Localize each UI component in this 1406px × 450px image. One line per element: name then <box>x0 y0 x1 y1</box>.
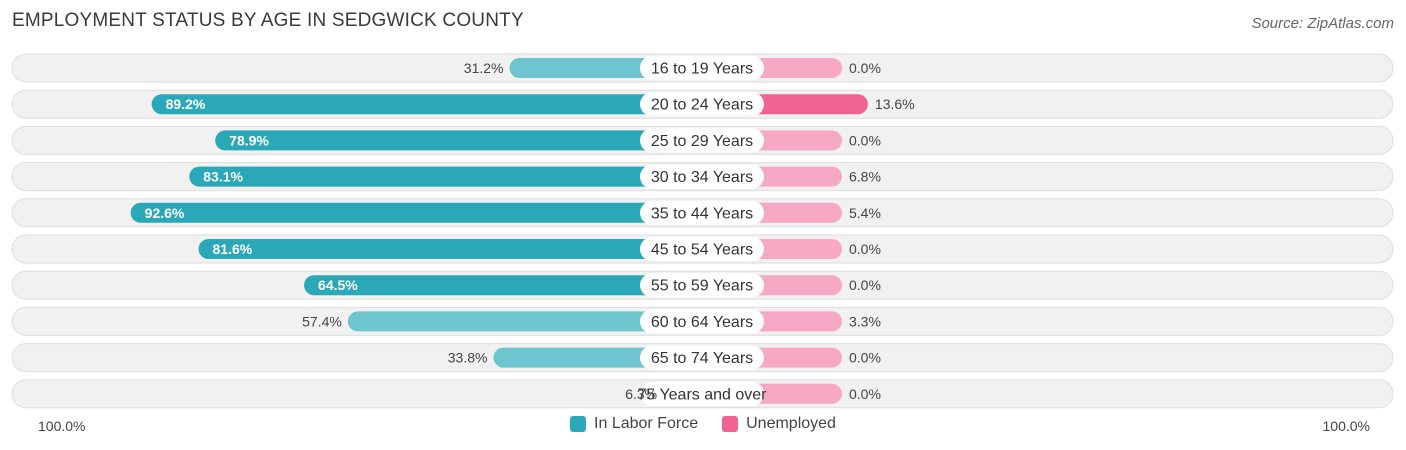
value-labor-force-20-to-24-years: 89.2% <box>166 96 206 112</box>
value-labor-force-75-years-and-over: 6.3% <box>625 386 657 402</box>
value-labor-force-30-to-34-years: 83.1% <box>203 169 243 185</box>
category-pill-65-to-74-years <box>640 345 764 370</box>
legend-item-labor-force: In Labor Force <box>570 415 698 433</box>
value-labor-force-60-to-64-years: 57.4% <box>302 313 342 329</box>
value-unemployed-65-to-74-years: 0.0% <box>849 350 881 366</box>
value-unemployed-55-to-59-years: 0.0% <box>849 277 881 293</box>
value-unemployed-20-to-24-years: 13.6% <box>875 96 915 112</box>
axis-left-label: 100.0% <box>38 418 86 434</box>
category-pill-75-years-and-over <box>640 381 764 406</box>
category-label-16-to-19-years: 16 to 19 Years <box>651 61 753 78</box>
value-labor-force-35-to-44-years: 92.6% <box>145 205 185 221</box>
value-unemployed-30-to-34-years: 6.8% <box>849 169 881 185</box>
category-label-20-to-24-years: 20 to 24 Years <box>651 97 753 114</box>
bar-labor-force-60-to-64-years <box>347 311 702 332</box>
value-labor-force-25-to-29-years: 78.9% <box>229 132 269 148</box>
value-labor-force-65-to-74-years: 33.8% <box>448 350 488 366</box>
value-unemployed-75-years-and-over: 0.0% <box>849 386 881 402</box>
legend-label-labor-force: In Labor Force <box>594 415 699 432</box>
value-unemployed-35-to-44-years: 5.4% <box>849 205 881 221</box>
category-label-25-to-29-years: 25 to 29 Years <box>651 133 753 150</box>
value-unemployed-25-to-29-years: 0.0% <box>849 132 881 148</box>
value-labor-force-45-to-54-years: 81.6% <box>213 241 253 257</box>
category-label-30-to-34-years: 30 to 34 Years <box>651 169 753 186</box>
legend: In Labor Force Unemployed <box>0 415 1406 433</box>
bar-labor-force-20-to-24-years <box>151 94 703 115</box>
value-unemployed-45-to-54-years: 0.0% <box>849 241 881 257</box>
source-credit: Source: ZipAtlas.com <box>1251 15 1394 32</box>
category-pill-25-to-29-years <box>640 128 764 153</box>
legend-swatch-labor-force <box>570 416 587 432</box>
bar-labor-force-35-to-44-years <box>130 202 702 223</box>
category-label-75-years-and-over: 75 Years and over <box>638 386 768 403</box>
category-label-60-to-64-years: 60 to 64 Years <box>651 314 753 331</box>
category-pill-55-to-59-years <box>640 273 764 298</box>
value-unemployed-16-to-19-years: 0.0% <box>849 60 881 76</box>
bar-labor-force-30-to-34-years <box>189 166 702 187</box>
chart-canvas: 16 to 19 Years 31.2% 0.0% 20 to 24 Years 89.… <box>11 53 1394 409</box>
category-label-65-to-74-years: 65 to 74 Years <box>651 350 753 367</box>
bar-labor-force-25-to-29-years <box>215 130 702 151</box>
category-label-45-to-54-years: 45 to 54 Years <box>651 242 753 259</box>
category-label-55-to-59-years: 55 to 59 Years <box>651 278 753 295</box>
category-pill-20-to-24-years <box>640 92 764 117</box>
category-pill-35-to-44-years <box>640 200 764 225</box>
bar-labor-force-45-to-54-years <box>198 239 702 259</box>
category-pill-45-to-54-years <box>640 237 764 261</box>
legend-item-unemployed: Unemployed <box>722 415 836 433</box>
category-pill-60-to-64-years <box>640 309 764 334</box>
legend-label-unemployed: Unemployed <box>746 415 836 432</box>
category-pill-30-to-34-years <box>640 164 764 189</box>
value-unemployed-60-to-64-years: 3.3% <box>849 313 881 329</box>
value-labor-force-16-to-19-years: 31.2% <box>464 60 504 76</box>
chart-title: EMPLOYMENT STATUS BY AGE IN SEDGWICK COU… <box>12 10 524 31</box>
category-pill-16-to-19-years <box>640 56 764 80</box>
legend-swatch-unemployed <box>722 416 739 432</box>
value-labor-force-55-to-59-years: 64.5% <box>318 277 358 293</box>
category-label-35-to-44-years: 35 to 44 Years <box>651 205 753 222</box>
axis-right-label: 100.0% <box>1322 418 1370 434</box>
bar-labor-force-55-to-59-years <box>304 275 702 296</box>
